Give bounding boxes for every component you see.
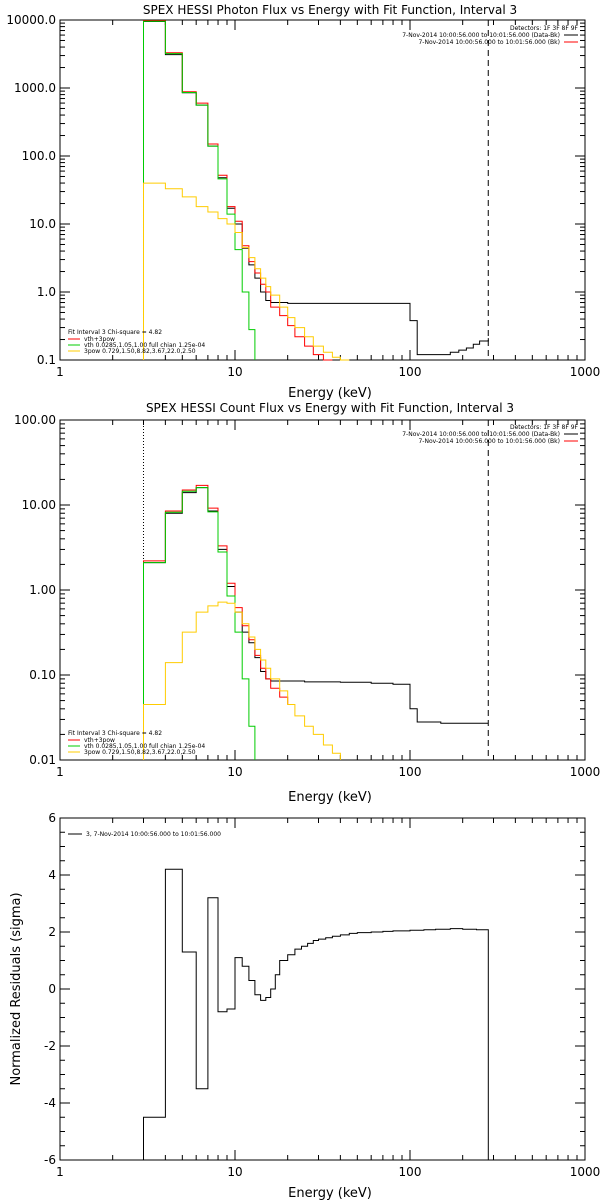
photon-flux-legend: Fit Interval 3 Chi-square = 4.82 vth+3po… <box>68 329 205 355</box>
residuals-ytick-label: 4 <box>48 868 56 882</box>
photon-flux-info-line-3: 7-Nov-2014 10:00:56.000 to 10:01:56.000 … <box>418 39 560 46</box>
residuals-xtick-label: 10 <box>227 1165 242 1179</box>
residuals-legend-text: 3, 7-Nov-2014 10:00:56.000 to 10:01:56.0… <box>86 831 221 838</box>
photon-flux-legend-header: Fit Interval 3 Chi-square = 4.82 <box>68 329 162 336</box>
count-flux-ytick-label: 1.00 <box>29 583 56 597</box>
photon-flux-legend-vth: vth 0.0285,1.05,1.00 full chian 1.25e-04 <box>84 342 205 349</box>
residuals-xtick-label: 100 <box>399 1165 422 1179</box>
count-flux-legend-3pow: 3pow 0.729,1.50,8.82,3.67,22.0,2.50 <box>84 749 196 756</box>
residuals-ytick-label: -6 <box>44 1153 56 1167</box>
count-flux-xtick-label: 100 <box>399 765 422 779</box>
count-flux-xtick-label: 10 <box>227 765 242 779</box>
photon-flux-xlabel: Energy (keV) <box>288 386 372 401</box>
residuals-ylabel: Normalized Residuals (sigma) <box>9 892 24 1085</box>
count-flux-xtick-label: 1000 <box>570 765 600 779</box>
photon-flux-legend-vth3pow: vth+3pow <box>84 336 115 343</box>
count-flux-ytick-label: 0.01 <box>29 753 56 767</box>
photon-flux-info: Detectors: 1F 3F 8F 9F 7-Nov-2014 10:00:… <box>402 25 578 46</box>
count-flux-xtick-label: 1 <box>56 765 64 779</box>
count-flux-ytick-label: 10.00 <box>22 498 56 512</box>
photon-flux-series-3pow <box>143 182 350 361</box>
count-flux-info-line-3: 7-Nov-2014 10:00:56.000 to 10:01:56.000 … <box>418 438 560 445</box>
count-flux-info-line-1: Detectors: 1F 3F 8F 9F <box>510 424 579 431</box>
count-flux-title: SPEX HESSI Count Flux vs Energy with Fit… <box>146 401 514 415</box>
count-flux-info: Detectors: 1F 3F 8F 9F 7-Nov-2014 10:00:… <box>402 424 578 445</box>
residuals-ytick-label: -4 <box>44 1096 56 1110</box>
residuals-ytick-label: 2 <box>48 925 56 939</box>
photon-flux-xtick-label: 100 <box>399 365 422 379</box>
photon-flux-plot-frame <box>59 19 586 361</box>
residuals-series-3-7-nov-2014-10-00-56-000-to-10-01-56-000 <box>143 868 489 1160</box>
photon-flux-ytick-label: 10000.0 <box>6 13 56 27</box>
photon-flux-xtick-label: 1 <box>56 365 64 379</box>
photon-flux-ytick-label: 1.0 <box>37 285 56 299</box>
count-flux-legend-header: Fit Interval 3 Chi-square = 4.82 <box>68 730 162 737</box>
count-flux-series-vth-3pow <box>143 484 289 760</box>
photon-flux-xtick-label: 1000 <box>570 365 600 379</box>
residuals-xlabel: Energy (keV) <box>288 1186 372 1200</box>
photon-flux-info-line-1: Detectors: 1F 3F 8F 9F <box>510 25 579 32</box>
residuals-legend: 3, 7-Nov-2014 10:00:56.000 to 10:01:56.0… <box>68 831 221 838</box>
photon-flux-info-line-2: 7-Nov-2014 10:00:56.000 to 10:01:56.000 … <box>402 32 560 39</box>
photon-flux-legend-3pow: 3pow 0.729,1.50,8.82,3.67,22.0,2.50 <box>84 348 196 355</box>
count-flux-legend-vth3pow: vth+3pow <box>84 737 115 744</box>
photon-flux-series-vth <box>143 20 256 360</box>
photon-flux-ytick-label: 0.1 <box>37 353 56 367</box>
residuals-ytick-label: 0 <box>48 982 56 996</box>
photon-flux-title: SPEX HESSI Photon Flux vs Energy with Fi… <box>143 3 517 17</box>
residuals-panel: 1 10 100 1000 -6 -4 -2 0 2 4 6 Energy (keV) Normal… <box>9 811 600 1200</box>
count-flux-info-line-2: 7-Nov-2014 10:00:56.000 to 10:01:56.000 … <box>402 431 560 438</box>
photon-flux-ytick-label: 1000.0 <box>14 81 56 95</box>
count-flux-series-3pow <box>143 601 341 760</box>
photon-flux-panel: SPEX HESSI Photon Flux vs Energy with Fi… <box>6 3 600 401</box>
residuals-ytick-label: -2 <box>44 1039 56 1053</box>
photon-flux-xtick-label: 10 <box>227 365 242 379</box>
count-flux-legend-vth: vth 0.0285,1.05,1.00 full chian 1.25e-04 <box>84 743 205 750</box>
count-flux-panel: SPEX HESSI Count Flux vs Energy with Fit… <box>14 401 600 805</box>
count-flux-ytick-label: 100.00 <box>14 413 56 427</box>
residuals-ytick-label: 6 <box>48 811 56 825</box>
count-flux-legend: Fit Interval 3 Chi-square = 4.82 vth+3po… <box>68 730 205 756</box>
count-flux-ytick-label: 0.10 <box>29 668 56 682</box>
count-flux-xlabel: Energy (keV) <box>288 790 372 805</box>
count-flux-series-vth <box>143 487 256 760</box>
photon-flux-ytick-label: 100.0 <box>22 149 56 163</box>
photon-flux-ytick-label: 10.0 <box>29 217 56 231</box>
residuals-xtick-label: 1000 <box>570 1165 600 1179</box>
residuals-xtick-label: 1 <box>56 1165 64 1179</box>
